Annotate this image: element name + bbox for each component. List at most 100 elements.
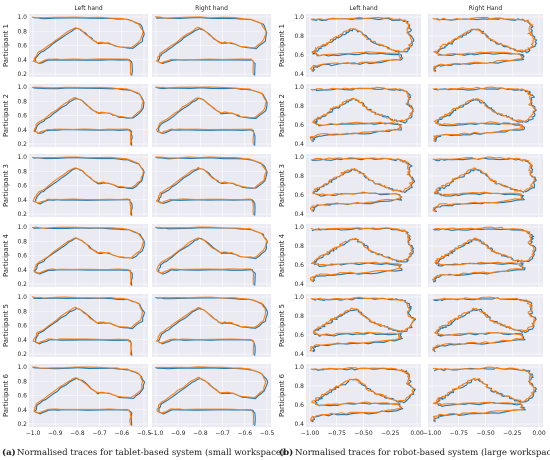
trace-series-orange <box>154 226 268 286</box>
trace-series-orange <box>309 296 415 352</box>
x-tick-label: 0.00 <box>410 430 424 437</box>
x-tick-label: −0.50 <box>354 430 373 437</box>
column-title-right: Right hand <box>195 5 228 12</box>
y-tick-label: 0.4 <box>17 407 27 414</box>
trace-series-orange <box>154 16 267 76</box>
panel-participant-5-right <box>428 294 543 357</box>
caption-b-tag: (b) <box>279 447 293 458</box>
y-tick-label: 0.6 <box>17 393 27 400</box>
row-label-participant-2: Participant 2 <box>278 94 286 137</box>
y-tick-label: 1.0 <box>17 224 27 231</box>
row-label-participant-3: Participant 3 <box>278 164 286 207</box>
y-tick-label: 1.0 <box>294 84 304 91</box>
trace-series-orange <box>309 227 414 282</box>
y-tick-label: 0.4 <box>294 71 304 78</box>
y-tick-label: 0.4 <box>294 351 304 358</box>
row-label-participant-2: Participant 2 <box>2 94 10 137</box>
y-tick-label: 0.6 <box>294 402 304 409</box>
panel-participant-4-left <box>29 224 148 287</box>
y-tick-label: 1.0 <box>294 364 304 371</box>
x-tick-label: −0.8 <box>193 430 208 437</box>
row-label-participant-5: Participant 5 <box>2 304 10 347</box>
row-label-participant-4: Participant 4 <box>2 234 10 277</box>
subfigure-a: Left hand Right hand Participant 1 1.0 0.8 0.… <box>2 5 274 437</box>
y-tick-label: 0.2 <box>17 211 27 218</box>
y-tick-label: 1.0 <box>294 14 304 21</box>
y-tick-label: 0.6 <box>294 192 304 199</box>
column-title-right: Right Hand <box>469 5 503 12</box>
panel-participant-2-right <box>152 84 271 147</box>
y-tick-label: 0.8 <box>17 28 27 35</box>
y-tick-label: 0.4 <box>294 141 304 148</box>
row-label-participant-4: Participant 4 <box>278 234 286 277</box>
panel-participant-3-right <box>428 154 543 217</box>
trace-series-orange <box>31 366 144 426</box>
y-tick-label: 0.8 <box>294 103 304 110</box>
y-tick-label: 0.6 <box>294 262 304 269</box>
panel-participant-6-left <box>29 364 148 427</box>
row-label-participant-1: Participant 1 <box>2 24 10 67</box>
y-tick-label: 0.4 <box>294 421 304 428</box>
y-tick-label: 0.6 <box>294 52 304 59</box>
x-tick-label: −1.0 <box>149 430 164 437</box>
subfigure-b: Left hand Right Hand Participant 1 1.0 0.8 0.… <box>278 5 546 437</box>
x-tick-label: −0.75 <box>450 430 469 437</box>
panel-participant-6-right <box>428 364 543 427</box>
y-tick-label: 1.0 <box>17 364 27 371</box>
x-tick-label: −1.00 <box>301 430 320 437</box>
trace-series-orange <box>154 156 267 216</box>
panel-participant-1-right <box>428 14 543 77</box>
panel-participant-4-left <box>306 224 421 287</box>
x-tick-label: −0.7 <box>92 430 107 437</box>
trace-series-orange <box>309 16 413 72</box>
trace-series-orange <box>431 226 535 282</box>
column-title-left: Left hand <box>349 5 377 12</box>
panel-participant-3-right <box>152 154 271 217</box>
panel-participant-3-left <box>29 154 148 217</box>
y-tick-label: 0.4 <box>17 127 27 134</box>
caption-b-text: Normalised traces for robot-based system… <box>295 447 550 458</box>
y-tick-label: 0.6 <box>17 183 27 190</box>
y-tick-label: 1.0 <box>294 294 304 301</box>
trace-series-orange <box>154 296 266 356</box>
trace-series-orange <box>310 367 415 422</box>
y-tick-label: 0.4 <box>17 57 27 64</box>
trace-series-orange <box>31 86 144 146</box>
panel-participant-2-left <box>306 84 421 147</box>
y-tick-label: 0.2 <box>17 141 27 148</box>
y-tick-label: 0.8 <box>17 168 27 175</box>
x-tick-label: −1.00 <box>423 430 442 437</box>
caption-a-text: Normalised traces for tablet-based syste… <box>17 447 284 458</box>
y-tick-label: 0.6 <box>17 323 27 330</box>
y-tick-label: 0.2 <box>17 421 27 428</box>
x-tick-label: −0.9 <box>171 430 186 437</box>
x-tick-label: −0.50 <box>476 430 495 437</box>
trace-series-orange <box>310 157 413 212</box>
trace-series-orange <box>432 16 536 72</box>
row-label-participant-3: Participant 3 <box>2 164 10 207</box>
row-label-participant-5: Participant 5 <box>278 304 286 347</box>
x-tick-label: −0.25 <box>503 430 522 437</box>
row-label-participant-6: Participant 6 <box>2 374 10 417</box>
x-tick-label: −0.75 <box>328 430 347 437</box>
y-tick-label: 0.8 <box>294 173 304 180</box>
y-tick-label: 0.6 <box>17 253 27 260</box>
x-tick-label: −0.7 <box>215 430 230 437</box>
panel-participant-2-left <box>29 84 148 147</box>
trace-series-orange <box>31 16 144 76</box>
y-tick-label: 0.6 <box>17 113 27 120</box>
y-tick-label: 0.2 <box>17 351 27 358</box>
x-tick-label: −0.25 <box>381 430 400 437</box>
panel-participant-6-right <box>152 364 271 427</box>
x-tick-label: −0.6 <box>238 430 253 437</box>
trace-series-orange <box>432 156 536 212</box>
panel-participant-2-right <box>428 84 543 147</box>
y-tick-label: 0.8 <box>294 243 304 250</box>
y-tick-label: 0.6 <box>294 332 304 339</box>
row-label-participant-1: Participant 1 <box>278 24 286 67</box>
panel-participant-1-left <box>306 14 421 77</box>
panel-participant-1-left <box>29 14 148 77</box>
y-tick-label: 0.2 <box>17 281 27 288</box>
y-tick-label: 0.4 <box>17 267 27 274</box>
